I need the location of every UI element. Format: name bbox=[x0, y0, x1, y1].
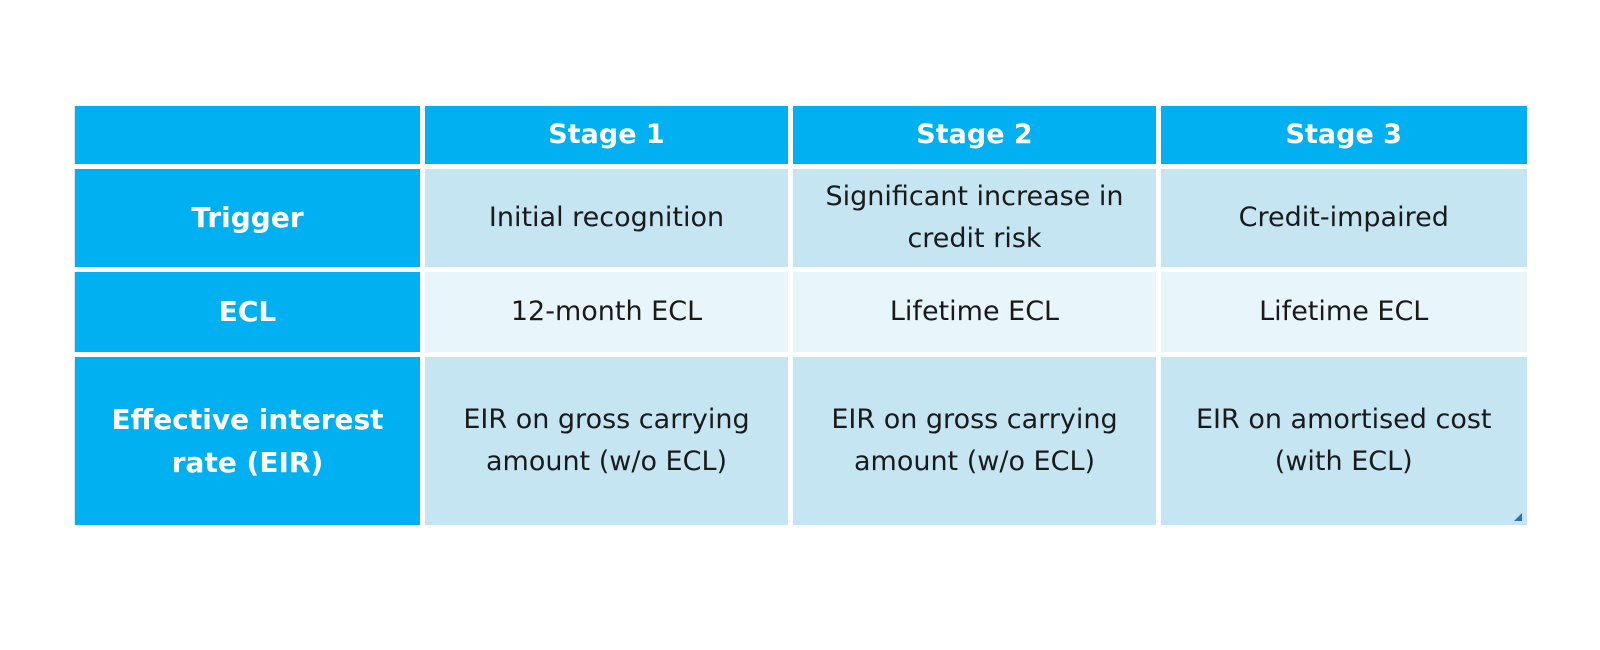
cell-ecl-stage-2: Lifetime ECL bbox=[788, 267, 1161, 357]
cell-eir-stage-2: EIR on gross carrying amount (w/o ECL) bbox=[788, 352, 1161, 525]
table-row-eir: Effective interest rate (EIR) EIR on gro… bbox=[74, 352, 1527, 525]
cell-eir-stage-1: EIR on gross carrying amount (w/o ECL) bbox=[420, 352, 793, 525]
cell-eir-stage-3: EIR on amortised cost (with ECL) bbox=[1156, 352, 1527, 525]
header-row: Stage 1 Stage 2 Stage 3 bbox=[74, 104, 1527, 169]
cell-ecl-stage-1: 12-month ECL bbox=[420, 267, 793, 357]
row-label-eir: Effective interest rate (EIR) bbox=[74, 352, 425, 525]
row-label-trigger: Trigger bbox=[74, 164, 425, 272]
row-label-ecl: ECL bbox=[74, 267, 425, 357]
header-stage-2: Stage 2 bbox=[788, 104, 1161, 169]
header-stage-3: Stage 3 bbox=[1156, 104, 1527, 169]
header-stage-1: Stage 1 bbox=[420, 104, 793, 169]
corner-header-cell bbox=[74, 104, 425, 169]
table-row-ecl: ECL 12-month ECL Lifetime ECL Lifetime E… bbox=[74, 267, 1527, 357]
cell-trigger-stage-2: Significant increase in credit risk bbox=[788, 164, 1161, 272]
cell-ecl-stage-3: Lifetime ECL bbox=[1156, 267, 1527, 357]
table-resize-handle-icon[interactable] bbox=[1514, 513, 1522, 521]
table-row-trigger: Trigger Initial recognition Significant … bbox=[74, 164, 1527, 272]
ecl-stage-table-container: Stage 1 Stage 2 Stage 3 Trigger Initial … bbox=[74, 104, 1527, 525]
cell-trigger-stage-3: Credit-impaired bbox=[1156, 164, 1527, 272]
ecl-stage-table: Stage 1 Stage 2 Stage 3 Trigger Initial … bbox=[74, 104, 1527, 525]
cell-trigger-stage-1: Initial recognition bbox=[420, 164, 793, 272]
